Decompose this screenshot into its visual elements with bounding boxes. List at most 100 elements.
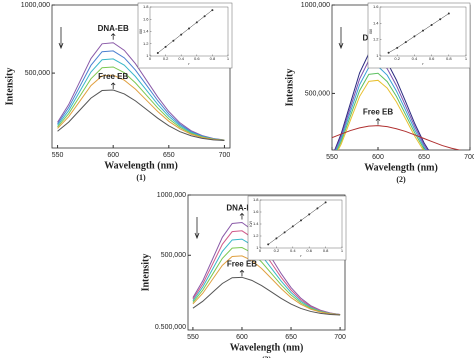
inset-x-tick-label: 0.8 [446, 56, 452, 61]
spectrum-line [192, 276, 341, 316]
annotation-arrow [239, 269, 245, 277]
y-axis-label: Intensity [140, 254, 151, 292]
inset-point [300, 219, 302, 222]
y-axis-note: 0.500,000 [155, 324, 186, 331]
inset-x-tick-label: 0.6 [194, 56, 200, 61]
annotation: DNA-EB [226, 204, 257, 213]
inset-y-tick-label: 1 [376, 53, 379, 58]
y-tick-label: 1000,000 [21, 2, 50, 9]
inset-y-tick-label: 1.8 [253, 197, 259, 202]
inset-point [156, 51, 159, 54]
inset-point [180, 33, 183, 36]
spectrum-line [57, 66, 225, 141]
inset-x-tick-label: 1 [465, 56, 468, 61]
inset-x-tick-label: 0 [259, 248, 262, 253]
x-tick-label: 700 [464, 154, 474, 161]
inset-point [195, 21, 198, 24]
panel: 500,000 1000,000 550 600 650 700 Wavelength (n… [284, 2, 474, 184]
spectrum-line [57, 42, 225, 141]
arrow-head [338, 42, 344, 50]
x-tick-label: 700 [334, 334, 346, 341]
inset-frame [367, 2, 471, 69]
x-tick-label: 600 [236, 334, 248, 341]
x-tick-label: 650 [418, 154, 430, 161]
panel: 500,000 1000,000 550 600 650 700 Wavelength (n… [4, 2, 233, 182]
x-tick-label: 600 [372, 154, 384, 161]
x-tick-label: 550 [52, 152, 64, 159]
arrow-head [58, 42, 64, 50]
inset-point [430, 23, 433, 26]
inset-point [324, 201, 327, 204]
inset-frame [247, 195, 347, 261]
annotation-arrow [110, 82, 116, 89]
y-tick-label: 500,000 [25, 70, 50, 77]
inset-x-label: r [300, 253, 302, 258]
plot-frame [187, 194, 346, 331]
inset-point [275, 237, 278, 240]
x-tick-label: 650 [285, 334, 297, 341]
inset-y-tick-label: 1.4 [143, 29, 149, 34]
inset-y-tick-label: 1.6 [373, 4, 379, 9]
inset-y-tick-label: 1.6 [253, 209, 259, 214]
inset-x-tick-label: 0.6 [306, 248, 312, 253]
inset-point [316, 207, 319, 210]
y-axis-label: Intensity [4, 68, 15, 106]
spectrum-line [57, 74, 225, 141]
inset-line [388, 13, 449, 53]
panel-label: (1) [136, 173, 146, 182]
inset-x-label: r [188, 61, 190, 66]
inset-frame [137, 2, 233, 69]
inset-point [308, 213, 311, 216]
spectrum-line [337, 79, 424, 150]
inset-axes [379, 6, 467, 57]
inset-x-tick-label: 0.8 [323, 248, 329, 253]
inset-x-tick-label: 0.6 [429, 56, 435, 61]
spectrum-line [334, 58, 428, 150]
annotation: DNA-EB [98, 24, 129, 33]
inset-y-label: I0/I [138, 29, 143, 35]
inset-point [413, 35, 416, 38]
inset-y-tick-label: 1.2 [253, 233, 259, 238]
spectrum-line [334, 51, 430, 150]
y-tick-label: 1000,000 [301, 2, 330, 9]
inset-y-tick-label: 1.8 [143, 4, 149, 9]
inset-point [439, 18, 442, 21]
inset-point [203, 15, 206, 18]
annotation-arrow [110, 33, 116, 40]
inset-x-tick-label: 1 [227, 56, 230, 61]
x-axis-label: Wavelength (nm) [364, 162, 438, 173]
inset-y-label: I0/I [248, 221, 253, 227]
inset-point [404, 41, 407, 44]
inset-point [267, 243, 270, 246]
spectrum-line [336, 72, 426, 150]
inset-x-label: r [422, 61, 424, 66]
inset: 0 0.2 0.4 0.6 0.8 1 1 1.2 1.4 1.6 1.8 r I0/I [247, 195, 347, 261]
inset-x-tick-label: 0.2 [394, 56, 400, 61]
inset-x-tick-label: 0.4 [290, 248, 296, 253]
y-tick-label: 500,000 [161, 252, 186, 259]
inset-point [188, 27, 190, 30]
arrow-head [194, 232, 200, 240]
x-tick-label: 700 [219, 152, 231, 159]
annotation: Free EB [98, 72, 128, 81]
inset-y-tick-label: 1.2 [143, 41, 149, 46]
inset-y-tick-label: 1 [146, 53, 149, 58]
inset-point [396, 46, 399, 49]
x-axis-label: Wavelength (nm) [230, 342, 304, 353]
annotation: Free EB [363, 108, 393, 117]
inset-x-tick-label: 1 [341, 248, 344, 253]
y-axis-label: Intensity [284, 69, 295, 107]
spectrum-line [192, 255, 341, 316]
inset-line [268, 202, 326, 245]
annotation: Free EB [227, 259, 257, 268]
inset-x-tick-label: 0.2 [274, 248, 280, 253]
inset-x-tick-label: 0.4 [178, 56, 184, 61]
x-tick-label: 550 [326, 154, 338, 161]
inset: 0 0.2 0.4 0.6 0.8 1 1 1.2 1.4 1.6 r I0/I [367, 2, 471, 69]
inset-line [157, 9, 213, 54]
spectrum-line [332, 125, 462, 150]
inset-point [211, 9, 214, 12]
inset-x-tick-label: 0.2 [163, 56, 169, 61]
inset-point [291, 225, 294, 228]
